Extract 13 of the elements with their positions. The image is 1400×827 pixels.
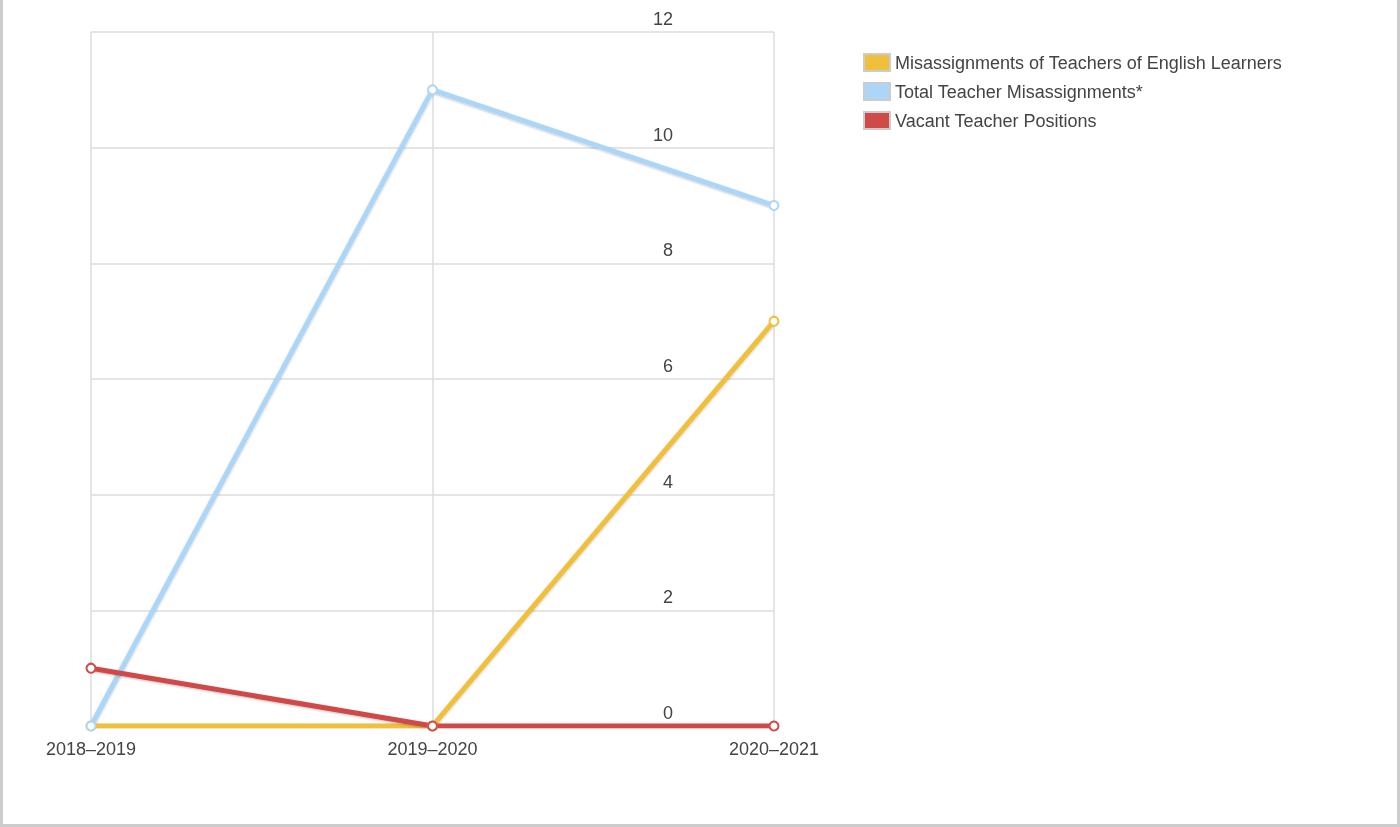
y-tick-label: 10 — [652, 124, 673, 145]
y-tick-label: 12 — [652, 9, 673, 29]
y-tick-label: 4 — [662, 471, 673, 492]
x-tick-label: 2018–2019 — [45, 739, 137, 759]
y-tick-label: 8 — [662, 240, 673, 261]
legend-label: Vacant Teacher Positions — [895, 110, 1097, 131]
y-tick-label: 0 — [662, 703, 673, 723]
legend-label: Misassignments of Teachers of English Learners — [895, 52, 1282, 73]
y-tick-label: 2 — [662, 587, 673, 608]
y-tick-label: 6 — [662, 356, 673, 376]
x-tick-label: 2019–2020 — [387, 739, 478, 759]
x-tick-label: 2020–2021 — [728, 739, 820, 759]
legend-label: Total Teacher Misassignments* — [895, 81, 1143, 102]
